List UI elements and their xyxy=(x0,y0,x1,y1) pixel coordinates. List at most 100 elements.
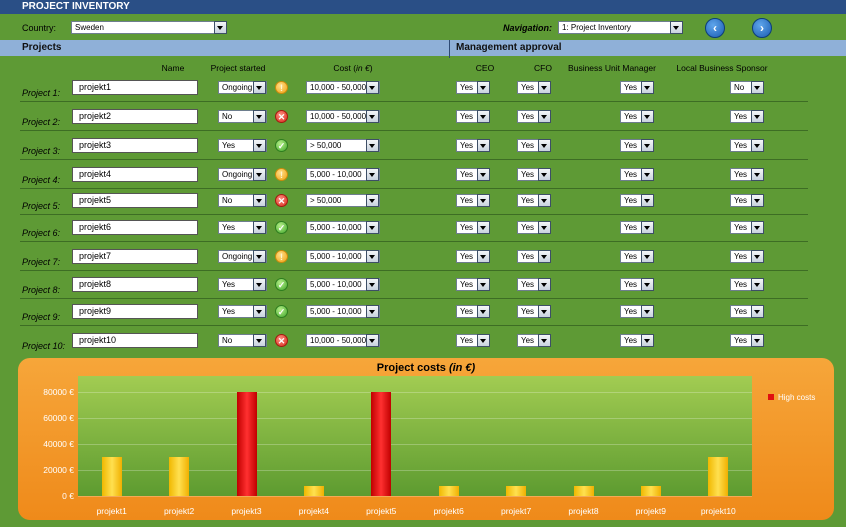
navigation-dropdown-button[interactable] xyxy=(670,21,683,34)
project-started-dropdown-button[interactable] xyxy=(253,139,266,152)
approval-cfo-dropdown-button[interactable] xyxy=(538,221,551,234)
project-name-field[interactable]: projekt9 xyxy=(72,304,198,319)
country-dropdown-button[interactable] xyxy=(214,21,227,34)
approval-ceo-dropdown-button[interactable] xyxy=(477,139,490,152)
approval-cfo-dropdown-button[interactable] xyxy=(538,194,551,207)
approval-lbs-dropdown-button[interactable] xyxy=(751,139,764,152)
project-cost-select[interactable]: 10,000 - 50,000 xyxy=(306,334,380,347)
column-header-name: Name xyxy=(161,63,185,73)
approval-ceo-dropdown-button[interactable] xyxy=(477,250,490,263)
approval-lbs-dropdown-button[interactable] xyxy=(751,221,764,234)
approval-ceo-dropdown-button[interactable] xyxy=(477,168,490,181)
approval-lbs-dropdown-button[interactable] xyxy=(751,334,764,347)
project-cost-select[interactable]: 5,000 - 10,000 xyxy=(306,168,380,181)
project-cost-select[interactable]: > 50,000 xyxy=(306,139,380,152)
project-started-dropdown-button[interactable] xyxy=(253,221,266,234)
project-started-dropdown-button[interactable] xyxy=(253,250,266,263)
country-select[interactable]: Sweden xyxy=(71,21,227,34)
approval-bum-dropdown-button[interactable] xyxy=(641,305,654,318)
approval-bum-dropdown-button[interactable] xyxy=(641,81,654,94)
project-cost-select[interactable]: 5,000 - 10,000 xyxy=(306,221,380,234)
row-divider xyxy=(20,241,808,242)
approval-cfo-dropdown-button[interactable] xyxy=(538,278,551,291)
row-divider xyxy=(20,214,808,215)
approval-cfo-dropdown-button[interactable] xyxy=(538,334,551,347)
approval-bum-dropdown-button[interactable] xyxy=(641,110,654,123)
approval-cfo-dropdown-button[interactable] xyxy=(538,305,551,318)
project-started-dropdown-button[interactable] xyxy=(253,278,266,291)
project-started-dropdown-button[interactable] xyxy=(253,81,266,94)
approval-ceo-dropdown-button[interactable] xyxy=(477,305,490,318)
project-cost-dropdown-button[interactable] xyxy=(366,139,379,152)
project-cost-dropdown-button[interactable] xyxy=(366,110,379,123)
column-header-started: Project started xyxy=(210,63,266,73)
approval-bum-dropdown-button[interactable] xyxy=(641,221,654,234)
project-name-field[interactable]: projekt3 xyxy=(72,138,198,153)
project-started-dropdown-button[interactable] xyxy=(253,110,266,123)
project-cost-dropdown-button[interactable] xyxy=(366,334,379,347)
project-cost-select[interactable]: > 50,000 xyxy=(306,194,380,207)
approval-lbs-dropdown-button[interactable] xyxy=(751,81,764,94)
approval-cfo-dropdown-button[interactable] xyxy=(538,139,551,152)
project-cost-select[interactable]: 5,000 - 10,000 xyxy=(306,250,380,263)
approval-ceo-dropdown-button[interactable] xyxy=(477,194,490,207)
project-cost-dropdown-button[interactable] xyxy=(366,278,379,291)
project-row-label: Project 5: xyxy=(22,201,61,211)
approval-ceo-dropdown-button[interactable] xyxy=(477,278,490,291)
project-cost-select[interactable]: 5,000 - 10,000 xyxy=(306,305,380,318)
project-name-field[interactable]: projekt10 xyxy=(72,333,198,348)
row-divider xyxy=(20,101,808,102)
project-row-label: Project 6: xyxy=(22,228,61,238)
approval-bum-dropdown-button[interactable] xyxy=(641,278,654,291)
project-cost-select[interactable]: 10,000 - 50,000 xyxy=(306,110,380,123)
project-started-dropdown-button[interactable] xyxy=(253,305,266,318)
arrow-left-icon: ‹ xyxy=(713,21,717,35)
project-name-field[interactable]: projekt5 xyxy=(72,193,198,208)
project-cost-dropdown-button[interactable] xyxy=(366,250,379,263)
back-button[interactable]: ‹ xyxy=(705,18,725,38)
project-cost-dropdown-button[interactable] xyxy=(366,168,379,181)
project-row-label: Project 10: xyxy=(22,341,66,351)
navigation-label: Navigation: xyxy=(503,23,553,33)
approval-bum-dropdown-button[interactable] xyxy=(641,139,654,152)
approval-lbs-dropdown-button[interactable] xyxy=(751,250,764,263)
approval-cfo-dropdown-button[interactable] xyxy=(538,110,551,123)
approval-lbs-dropdown-button[interactable] xyxy=(751,305,764,318)
country-label: Country: xyxy=(22,23,57,33)
approval-ceo-dropdown-button[interactable] xyxy=(477,81,490,94)
project-started-dropdown-button[interactable] xyxy=(253,334,266,347)
chart-bar xyxy=(303,486,324,496)
approval-ceo-dropdown-button[interactable] xyxy=(477,110,490,123)
project-started-dropdown-button[interactable] xyxy=(253,194,266,207)
project-cost-select[interactable]: 5,000 - 10,000 xyxy=(306,278,380,291)
project-name-field[interactable]: projekt6 xyxy=(72,220,198,235)
approval-ceo-dropdown-button[interactable] xyxy=(477,334,490,347)
approval-lbs-dropdown-button[interactable] xyxy=(751,194,764,207)
project-cost-dropdown-button[interactable] xyxy=(366,221,379,234)
approval-bum-dropdown-button[interactable] xyxy=(641,168,654,181)
project-cost-dropdown-button[interactable] xyxy=(366,305,379,318)
project-name-field[interactable]: projekt7 xyxy=(72,249,198,264)
project-name-field[interactable]: projekt4 xyxy=(72,167,198,182)
approval-lbs-dropdown-button[interactable] xyxy=(751,168,764,181)
project-name-field[interactable]: projekt8 xyxy=(72,277,198,292)
approval-cfo-dropdown-button[interactable] xyxy=(538,168,551,181)
project-cost-dropdown-button[interactable] xyxy=(366,81,379,94)
y-tick-label: 40000 € xyxy=(43,438,74,449)
approval-lbs-dropdown-button[interactable] xyxy=(751,278,764,291)
project-name-field[interactable]: projekt2 xyxy=(72,109,198,124)
project-name-field[interactable]: projekt1 xyxy=(72,80,198,95)
project-cost-select[interactable]: 10,000 - 50,000 xyxy=(306,81,380,94)
approval-cfo-dropdown-button[interactable] xyxy=(538,81,551,94)
approval-bum-dropdown-button[interactable] xyxy=(641,194,654,207)
approval-lbs-dropdown-button[interactable] xyxy=(751,110,764,123)
navigation-select[interactable]: 1: Project Inventory xyxy=(558,21,683,34)
approval-cfo-dropdown-button[interactable] xyxy=(538,250,551,263)
approval-bum-dropdown-button[interactable] xyxy=(641,250,654,263)
approval-ceo-dropdown-button[interactable] xyxy=(477,221,490,234)
approval-bum-dropdown-button[interactable] xyxy=(641,334,654,347)
forward-button[interactable]: › xyxy=(752,18,772,38)
project-cost-dropdown-button[interactable] xyxy=(366,194,379,207)
chart-bar xyxy=(169,456,190,496)
project-started-dropdown-button[interactable] xyxy=(253,168,266,181)
